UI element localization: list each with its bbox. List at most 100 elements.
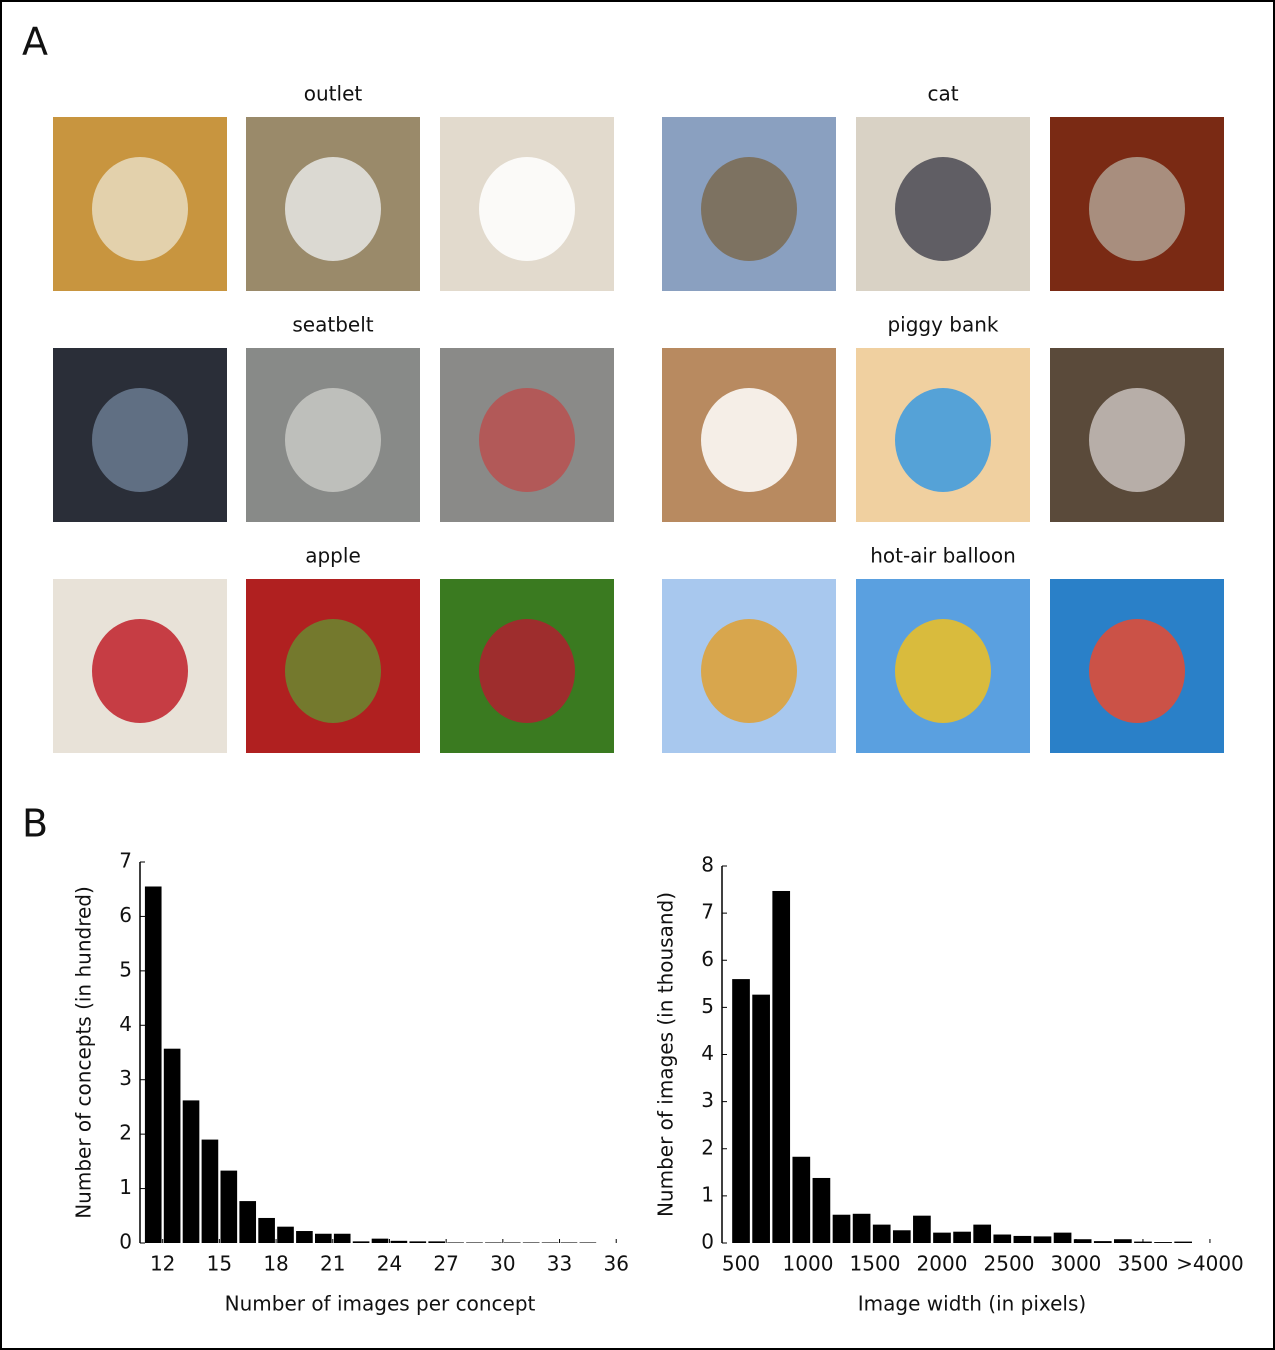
bar xyxy=(560,1242,578,1243)
x-tick-label: 18 xyxy=(263,1252,288,1276)
bar xyxy=(1174,1241,1192,1243)
bar xyxy=(371,1238,389,1243)
x-tick-label: >4000 xyxy=(1176,1252,1244,1276)
y-tick-label: 1 xyxy=(701,1182,714,1206)
x-axis-label: Image width (in pixels) xyxy=(858,1292,1086,1316)
bar xyxy=(579,1242,597,1243)
y-tick-label: 0 xyxy=(119,1230,132,1254)
bar xyxy=(913,1215,931,1243)
bar xyxy=(832,1214,851,1243)
concept-label: seatbelt xyxy=(292,313,373,337)
bar xyxy=(973,1224,992,1243)
bar xyxy=(296,1231,313,1243)
x-tick-label: 36 xyxy=(603,1252,628,1276)
y-tick-label: 4 xyxy=(701,1041,714,1065)
photo-subject xyxy=(701,157,797,261)
bar xyxy=(144,886,162,1243)
x-tick-label: 24 xyxy=(377,1252,402,1276)
photo-subject xyxy=(1089,619,1185,723)
bar xyxy=(812,1177,831,1243)
bar xyxy=(390,1240,408,1243)
bar xyxy=(352,1241,370,1243)
bar xyxy=(466,1242,483,1243)
photo-subject xyxy=(479,388,575,492)
bar xyxy=(163,1048,181,1243)
bar xyxy=(447,1242,464,1243)
x-tick-label: 12 xyxy=(150,1252,175,1276)
bar xyxy=(314,1233,332,1243)
concept-label: outlet xyxy=(304,82,363,106)
bar xyxy=(732,979,750,1243)
y-tick-label: 2 xyxy=(119,1121,132,1145)
bar xyxy=(1073,1239,1092,1243)
x-tick-label: 27 xyxy=(433,1252,458,1276)
bar xyxy=(541,1242,559,1243)
bar xyxy=(772,890,791,1243)
photo-subject xyxy=(285,619,381,723)
photo-subject xyxy=(895,388,991,492)
bar xyxy=(201,1139,219,1243)
concept-label: piggy bank xyxy=(887,313,998,337)
x-tick-label: 30 xyxy=(490,1252,515,1276)
bar xyxy=(1093,1241,1112,1243)
bar xyxy=(522,1242,540,1243)
bar xyxy=(503,1242,521,1243)
y-tick-label: 0 xyxy=(701,1230,714,1254)
bar xyxy=(1033,1236,1052,1243)
x-axis-label: Number of images per concept xyxy=(225,1292,536,1316)
panel-label: A xyxy=(22,20,48,64)
bar xyxy=(333,1233,351,1243)
bar xyxy=(1053,1232,1072,1243)
concept-label: cat xyxy=(927,82,958,106)
y-axis-label: Number of concepts (in hundred) xyxy=(72,886,96,1219)
photo-subject xyxy=(92,157,188,261)
photo-subject xyxy=(92,388,188,492)
bar xyxy=(485,1242,502,1243)
panel-label: B xyxy=(22,802,48,846)
bar xyxy=(277,1226,294,1243)
concept-label: hot-air balloon xyxy=(870,544,1016,568)
photo-subject xyxy=(92,619,188,723)
y-axis-label: Number of images (in thousand) xyxy=(654,892,678,1217)
x-tick-label: 2500 xyxy=(984,1252,1035,1276)
bar xyxy=(1013,1235,1032,1243)
bar xyxy=(933,1232,951,1243)
photo-subject xyxy=(479,619,575,723)
y-tick-label: 7 xyxy=(701,900,714,924)
bar xyxy=(1134,1241,1152,1243)
y-tick-label: 5 xyxy=(701,994,714,1018)
y-tick-label: 4 xyxy=(119,1012,132,1036)
y-tick-label: 8 xyxy=(701,853,714,877)
y-tick-label: 6 xyxy=(119,903,132,927)
photo-subject xyxy=(479,157,575,261)
y-tick-label: 3 xyxy=(119,1066,132,1090)
bar xyxy=(872,1224,891,1243)
x-tick-label: 2000 xyxy=(917,1252,968,1276)
bar xyxy=(892,1230,911,1243)
y-tick-label: 7 xyxy=(119,849,132,873)
bar xyxy=(1114,1239,1132,1243)
photo-subject xyxy=(701,619,797,723)
y-tick-label: 3 xyxy=(701,1088,714,1112)
bar xyxy=(993,1234,1012,1243)
photo-subject xyxy=(895,619,991,723)
bar xyxy=(852,1213,871,1243)
x-tick-label: 1500 xyxy=(850,1252,901,1276)
photo-subject xyxy=(895,157,991,261)
bar xyxy=(182,1100,200,1243)
photo-subject xyxy=(1089,388,1185,492)
photo-subject xyxy=(285,157,381,261)
y-tick-label: 2 xyxy=(701,1135,714,1159)
bar xyxy=(258,1217,275,1243)
photo-subject xyxy=(285,388,381,492)
x-tick-label: 3500 xyxy=(1118,1252,1169,1276)
bar xyxy=(428,1241,446,1243)
x-tick-label: 3000 xyxy=(1051,1252,1102,1276)
y-tick-label: 5 xyxy=(119,957,132,981)
bar xyxy=(239,1201,257,1243)
x-tick-label: 1000 xyxy=(783,1252,834,1276)
bar xyxy=(792,1156,811,1243)
x-tick-label: 21 xyxy=(320,1252,345,1276)
x-tick-label: 15 xyxy=(207,1252,232,1276)
